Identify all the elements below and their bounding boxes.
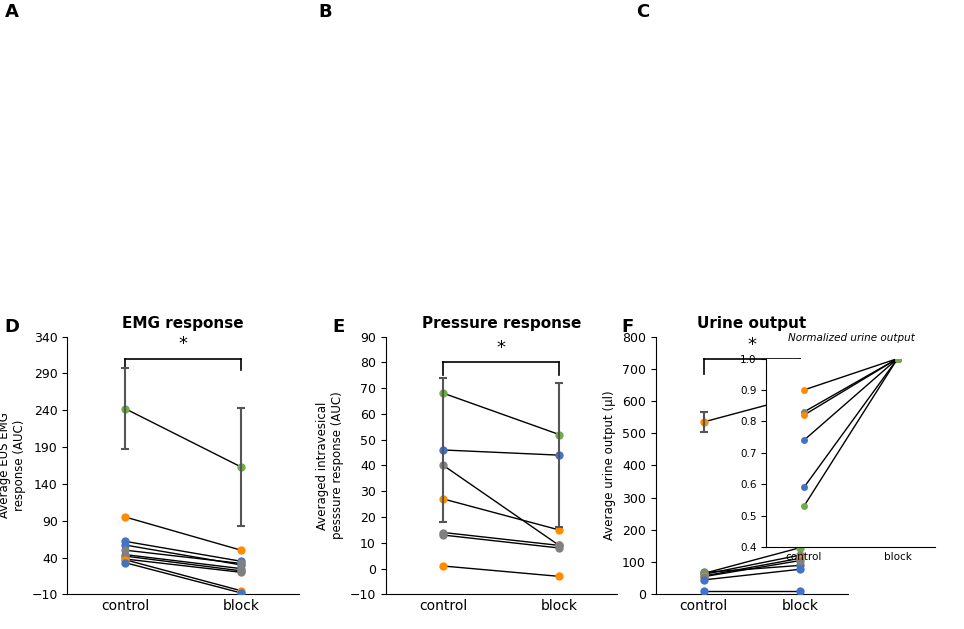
Text: *: *: [496, 339, 506, 357]
Text: *: *: [747, 336, 757, 354]
Text: *: *: [178, 335, 188, 353]
Text: C: C: [636, 3, 650, 21]
Title: Urine output: Urine output: [697, 316, 807, 331]
Y-axis label: Average urine output (μl): Average urine output (μl): [603, 391, 616, 540]
Y-axis label: Average EUS EMG
response (AUC): Average EUS EMG response (AUC): [0, 413, 26, 518]
Text: E: E: [333, 318, 345, 336]
Text: B: B: [318, 3, 332, 21]
Text: D: D: [5, 318, 20, 336]
Text: A: A: [5, 3, 18, 21]
Y-axis label: Averaged intravesical
pesssure response (AUC): Averaged intravesical pesssure response …: [316, 392, 344, 539]
Text: F: F: [622, 318, 634, 336]
Text: Normalized urine output: Normalized urine output: [788, 333, 915, 343]
Title: EMG response: EMG response: [122, 316, 244, 331]
Title: Pressure response: Pressure response: [421, 316, 581, 331]
